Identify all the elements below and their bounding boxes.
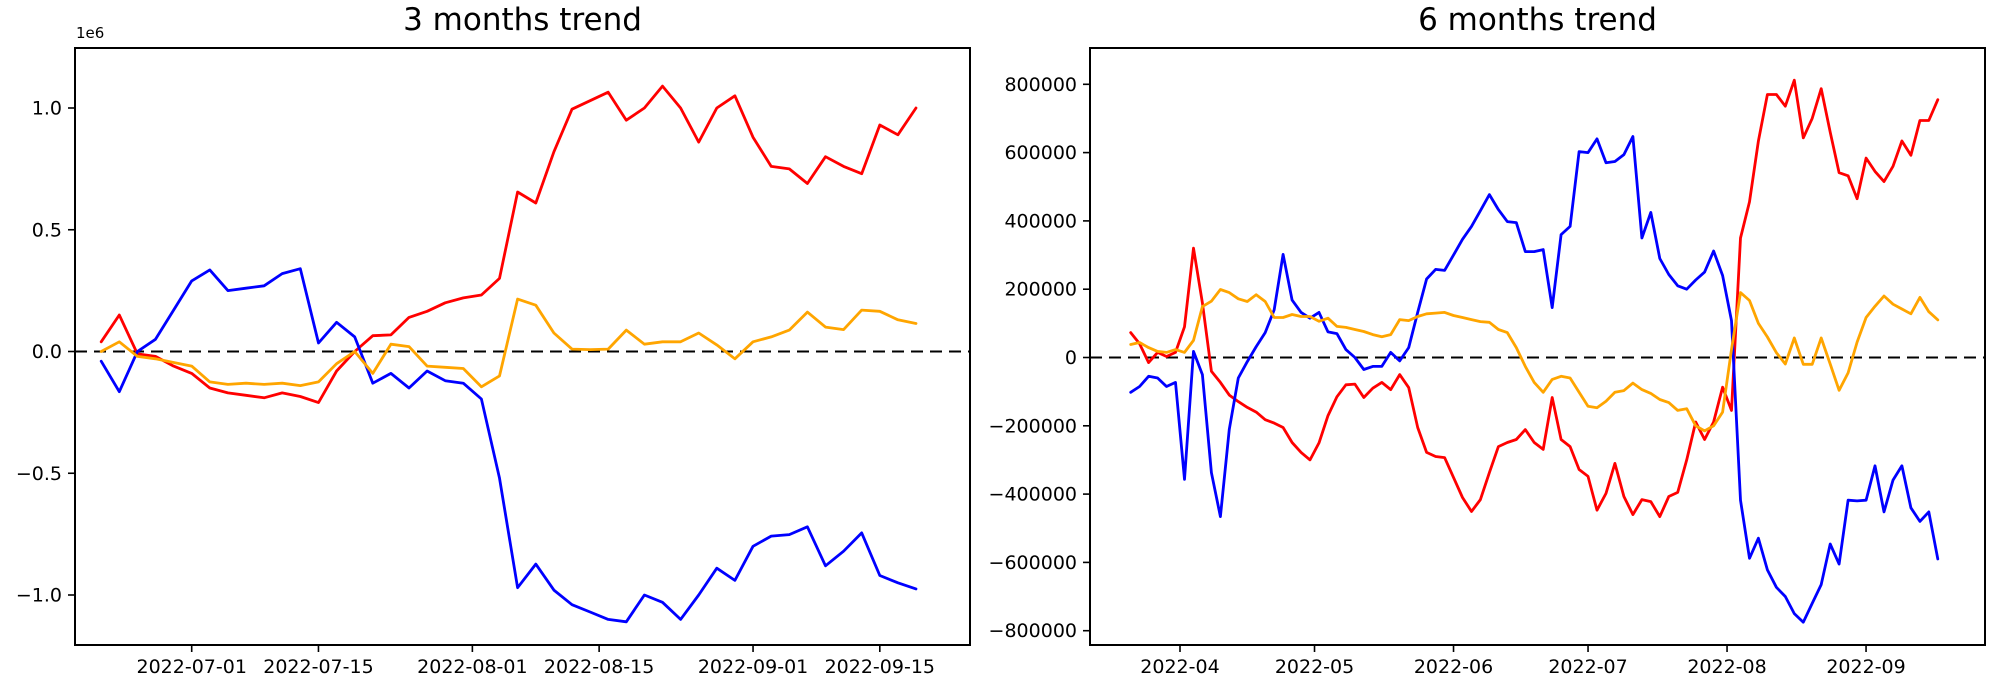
y-tick-label: −600000 xyxy=(989,552,1077,574)
chart-title-3-months: 3 months trend xyxy=(403,2,642,38)
series-line-blue xyxy=(99,267,918,624)
axes-spines xyxy=(74,47,971,646)
y-tick-label: −1.0 xyxy=(16,585,62,607)
x-tick-label: 2022-05 xyxy=(1275,656,1354,678)
chart-title-6-months: 6 months trend xyxy=(1418,2,1657,38)
y-axis-offset-label: 1e6 xyxy=(76,24,105,42)
y-tick-label: 200000 xyxy=(1004,279,1077,301)
x-tick-label: 2022-08 xyxy=(1687,656,1766,678)
series-line-red xyxy=(1129,78,1940,518)
x-tick-label: 2022-06 xyxy=(1414,656,1493,678)
x-tick-label: 2022-04 xyxy=(1140,656,1219,678)
x-tick-label: 2022-07-01 xyxy=(136,656,246,678)
series-line-orange xyxy=(1129,288,1940,433)
x-tick-label: 2022-09-01 xyxy=(698,656,808,678)
y-tick-label: −800000 xyxy=(989,620,1077,642)
y-tick-label: 0 xyxy=(1065,347,1077,369)
series-line-red xyxy=(99,84,918,405)
y-tick-label: 1.0 xyxy=(32,98,62,120)
x-tick-label: 2022-08-01 xyxy=(417,656,527,678)
y-tick-label: 400000 xyxy=(1004,210,1077,232)
y-tick-label: 0.5 xyxy=(32,219,62,241)
y-tick-label: 0.0 xyxy=(32,341,62,363)
series-line-orange xyxy=(99,297,918,389)
y-tick-label: −400000 xyxy=(989,484,1077,506)
x-tick-label: 2022-07-15 xyxy=(263,656,373,678)
x-tick-label: 2022-09 xyxy=(1826,656,1905,678)
y-tick-label: 800000 xyxy=(1004,74,1077,96)
x-tick-label: 2022-08-15 xyxy=(544,656,654,678)
series-line-blue xyxy=(1129,135,1940,624)
y-tick-label: −0.5 xyxy=(16,463,62,485)
y-tick-label: −200000 xyxy=(989,415,1077,437)
x-tick-label: 2022-07 xyxy=(1548,656,1627,678)
x-tick-label: 2022-09-15 xyxy=(825,656,935,678)
axes-spines xyxy=(1089,47,1986,646)
y-tick-label: 600000 xyxy=(1004,142,1077,164)
